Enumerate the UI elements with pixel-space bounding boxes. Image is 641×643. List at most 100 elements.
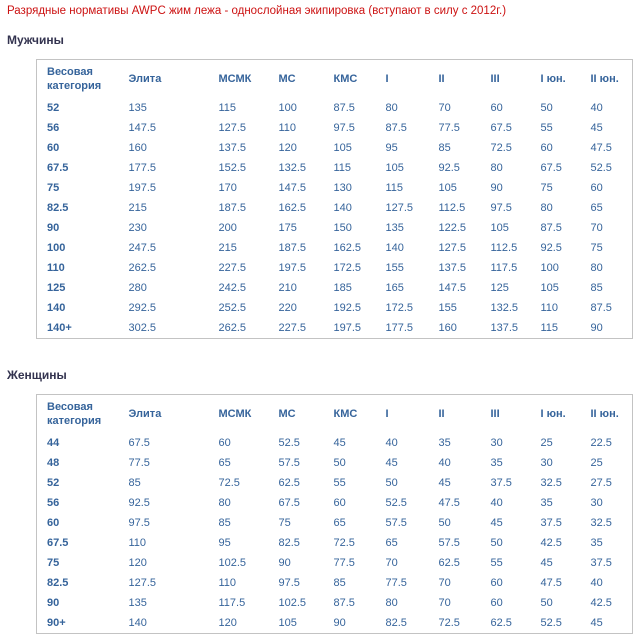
weight-category-cell: 110 xyxy=(47,262,65,274)
table-row: 90 230 200 175 150 135 122.5 105 87.5 70 xyxy=(37,218,633,238)
column-header: КМС xyxy=(333,73,358,85)
norm-value-cell: 100 xyxy=(540,262,559,274)
weight-category-cell: 56 xyxy=(47,122,60,134)
norm-value-cell: 82.5 xyxy=(278,537,300,549)
norm-value-cell: 80 xyxy=(385,597,398,609)
norm-value-cell: 115 xyxy=(218,102,237,114)
table-row: 56 147.5 127.5 110 97.5 87.5 77.5 67.5 55 45 xyxy=(37,118,633,138)
column-header: I юн. xyxy=(540,408,566,420)
table-row: 82.5 215 187.5 162.5 140 127.5 112.5 97.5 80 65 xyxy=(37,198,633,218)
column-header: II юн. xyxy=(590,73,619,85)
norm-value-cell: 230 xyxy=(128,222,147,234)
norm-value-cell: 37.5 xyxy=(540,517,562,529)
column-header: Весовая категория xyxy=(47,66,102,92)
page-title: Разрядные нормативы AWPC жим лежа - одно… xyxy=(7,5,507,17)
table-row: 75 120 102.5 90 77.5 70 62.5 55 45 37.5 xyxy=(37,553,633,573)
weight-category-cell: 44 xyxy=(47,437,60,449)
norm-value-cell: 37.5 xyxy=(490,477,512,489)
norm-value-cell: 92.5 xyxy=(540,242,562,254)
norm-value-cell: 177.5 xyxy=(385,322,414,334)
norm-value-cell: 155 xyxy=(385,262,404,274)
column-header: I юн. xyxy=(540,73,566,85)
norm-value-cell: 135 xyxy=(128,102,147,114)
table-header-row: Весовая категория Элита МСМК МС КМС I II III I ю… xyxy=(37,60,633,99)
norm-value-cell: 215 xyxy=(218,242,237,254)
norm-value-cell: 165 xyxy=(385,282,404,294)
norm-value-cell: 110 xyxy=(218,577,237,589)
norm-value-cell: 77.5 xyxy=(333,557,355,569)
norm-value-cell: 57.5 xyxy=(385,517,407,529)
norm-value-cell: 140 xyxy=(128,617,147,629)
norm-value-cell: 197.5 xyxy=(128,182,157,194)
norm-value-cell: 80 xyxy=(218,497,231,509)
norm-value-cell: 47.5 xyxy=(438,497,460,509)
norm-value-cell: 40 xyxy=(490,497,503,509)
norm-value-cell: 162.5 xyxy=(333,242,362,254)
norm-value-cell: 47.5 xyxy=(540,577,562,589)
norm-value-cell: 50 xyxy=(333,457,346,469)
weight-category-cell: 140 xyxy=(47,302,66,314)
norm-value-cell: 45 xyxy=(540,557,553,569)
norm-value-cell: 87.5 xyxy=(385,122,407,134)
norm-value-cell: 45 xyxy=(590,617,603,629)
norm-value-cell: 115 xyxy=(385,182,404,194)
weight-category-cell: 60 xyxy=(47,517,60,529)
table-row: 110 262.5 227.5 197.5 172.5 155 137.5 117.5 100 8… xyxy=(37,258,633,278)
norm-value-cell: 52.5 xyxy=(278,437,300,449)
column-header: I xyxy=(385,73,389,85)
women-norms-table: Весовая категория Элита МСМК МС КМС I II III I ю… xyxy=(36,394,633,634)
norm-value-cell: 132.5 xyxy=(278,162,307,174)
column-header: III xyxy=(490,73,500,85)
norm-value-cell: 45 xyxy=(490,517,503,529)
norm-value-cell: 90 xyxy=(590,322,603,334)
norm-value-cell: 117.5 xyxy=(218,597,246,609)
weight-category-cell: 67.5 xyxy=(47,162,69,174)
norm-value-cell: 70 xyxy=(590,222,603,234)
norm-value-cell: 70 xyxy=(438,597,451,609)
norm-value-cell: 30 xyxy=(490,437,503,449)
norm-value-cell: 175 xyxy=(278,222,297,234)
norm-value-cell: 55 xyxy=(333,477,346,489)
norm-value-cell: 87.5 xyxy=(540,222,562,234)
norm-value-cell: 172.5 xyxy=(333,262,362,274)
norm-value-cell: 60 xyxy=(218,437,231,449)
norm-value-cell: 115 xyxy=(540,322,559,334)
norm-value-cell: 60 xyxy=(540,142,553,154)
norm-value-cell: 97.5 xyxy=(278,577,300,589)
norm-value-cell: 210 xyxy=(278,282,297,294)
table-row: 44 67.5 60 52.5 45 40 35 30 25 22.5 xyxy=(37,433,633,453)
norm-value-cell: 65 xyxy=(590,202,603,214)
column-header: Весовая категория xyxy=(47,401,102,427)
norm-value-cell: 47.5 xyxy=(590,142,612,154)
weight-category-cell: 52 xyxy=(47,102,60,114)
norm-value-cell: 62.5 xyxy=(278,477,300,489)
norm-value-cell: 280 xyxy=(128,282,147,294)
norm-value-cell: 97.5 xyxy=(490,202,512,214)
norm-value-cell: 72.5 xyxy=(333,537,355,549)
weight-category-cell: 125 xyxy=(47,282,66,294)
table-row: 52 85 72.5 62.5 55 50 45 37.5 32.5 27.5 xyxy=(37,473,633,493)
norm-value-cell: 60 xyxy=(490,102,503,114)
norm-value-cell: 45 xyxy=(438,477,451,489)
norm-value-cell: 52.5 xyxy=(385,497,407,509)
norm-value-cell: 77.5 xyxy=(385,577,407,589)
norm-value-cell: 120 xyxy=(278,142,297,154)
weight-category-cell: 75 xyxy=(47,182,60,194)
norm-value-cell: 122.5 xyxy=(438,222,467,234)
norm-value-cell: 72.5 xyxy=(490,142,512,154)
norm-value-cell: 50 xyxy=(385,477,398,489)
norm-value-cell: 102.5 xyxy=(278,597,307,609)
norm-value-cell: 127.5 xyxy=(218,122,247,134)
norm-value-cell: 70 xyxy=(438,577,451,589)
norm-value-cell: 150 xyxy=(333,222,352,234)
norm-value-cell: 110 xyxy=(278,122,297,134)
norm-value-cell: 50 xyxy=(540,597,553,609)
norm-value-cell: 185 xyxy=(333,282,352,294)
norm-value-cell: 105 xyxy=(540,282,559,294)
table-row: 67.5 110 95 82.5 72.5 65 57.5 50 42.5 35 xyxy=(37,533,633,553)
norm-value-cell: 77.5 xyxy=(128,457,150,469)
norm-value-cell: 172.5 xyxy=(385,302,414,314)
norm-value-cell: 137.5 xyxy=(218,142,247,154)
norm-value-cell: 135 xyxy=(385,222,404,234)
norm-value-cell: 177.5 xyxy=(128,162,157,174)
